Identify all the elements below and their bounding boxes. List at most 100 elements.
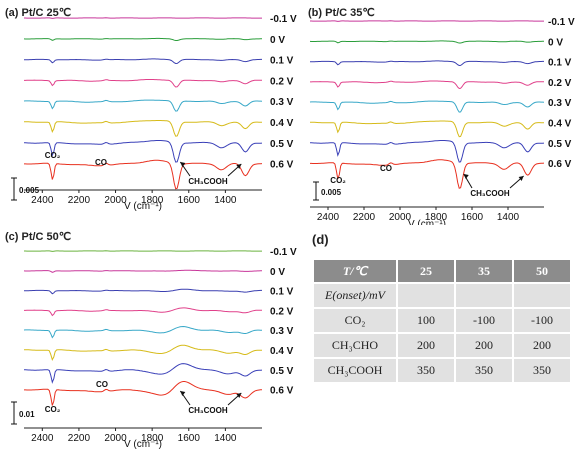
arrow-head	[236, 393, 242, 398]
co-label: CO	[95, 158, 107, 167]
spectrum-line	[309, 40, 544, 44]
table-header-row: T/℃ 25 35 50	[314, 260, 570, 282]
spectrum-line	[24, 288, 262, 295]
panel-title: (b) Pt/C 35℃	[308, 7, 375, 19]
potential-label: 0.1 V	[548, 58, 572, 69]
x-tick-label: 1400	[214, 433, 237, 444]
potential-label: -0.1 V	[270, 247, 297, 258]
spectrum-line	[23, 363, 263, 384]
x-tick-label: 2200	[68, 195, 91, 206]
x-tick-label: 2400	[31, 195, 54, 206]
x-axis-label: V (cm⁻¹)	[408, 219, 446, 225]
spectrum-line	[24, 381, 263, 406]
table-cell: 200	[398, 334, 454, 357]
acid-label: CH₃COOH	[470, 189, 509, 198]
potential-label: 0.5 V	[270, 366, 294, 377]
row-label: E(onset)/mV	[314, 284, 396, 307]
x-tick-label: 2400	[317, 212, 340, 223]
scale-bar-label: 0.005	[19, 186, 40, 195]
x-tick-label: 2400	[31, 433, 54, 444]
table-cell: -100	[456, 309, 512, 332]
spectrum-line	[24, 17, 262, 19]
spectra-plot: -0.1 V 0 V 0.1 V 0.2 V 0.3 V 0.4 V 0.5 V 0.6 V 2…	[11, 14, 297, 212]
potential-label: 0.5 V	[548, 139, 572, 150]
potential-label: 0.1 V	[270, 287, 294, 298]
spectrum-line	[24, 307, 262, 317]
table-row: CO₂ 100 -100 -100	[314, 309, 570, 332]
x-tick-label: 1800	[141, 433, 164, 444]
table-row: CH₃COOH 350 350 350	[314, 359, 570, 382]
potential-label: 0.1 V	[270, 56, 294, 67]
spectrum-line	[24, 344, 262, 362]
potential-label: 0 V	[270, 267, 285, 278]
table-row: CH₃CHO 200 200 200	[314, 334, 570, 357]
spectrum-line	[24, 120, 263, 137]
co2-label: CO₂	[330, 176, 346, 185]
spectrum-line	[309, 100, 545, 113]
table-cell	[514, 284, 570, 307]
potential-label: 0.6 V	[548, 159, 572, 170]
x-tick-label: 1600	[178, 433, 201, 444]
table-cell: 350	[514, 359, 570, 382]
potential-label: 0.2 V	[548, 78, 572, 89]
spectra-plot: -0.1 V 0 V 0.1 V 0.2 V 0.3 V 0.4 V 0.5 V 0.6 V 2…	[309, 17, 575, 225]
potential-label: 0.2 V	[270, 76, 294, 87]
potential-label: 0.3 V	[270, 326, 294, 337]
arrow-head	[236, 164, 242, 169]
potential-label: 0.5 V	[270, 139, 294, 150]
x-tick-label: 2000	[389, 212, 412, 223]
co2-label: CO₂	[45, 151, 61, 160]
potential-label: 0 V	[270, 35, 285, 46]
spectrum-line	[310, 60, 544, 67]
x-tick-label: 1800	[425, 212, 448, 223]
x-tick-label: 1400	[214, 195, 237, 206]
scale-bar-label: 0.005	[321, 188, 342, 197]
arrow-head	[180, 391, 186, 396]
spectrum-line	[310, 120, 545, 138]
acid-label: CH₃COOH	[188, 177, 227, 186]
spectrum-line	[23, 325, 262, 339]
co-label: CO	[380, 164, 392, 173]
table-row: E(onset)/mV	[314, 284, 570, 307]
spectrum-line	[23, 140, 263, 163]
potential-label: -0.1 V	[548, 17, 575, 28]
spectrum-line	[23, 37, 262, 41]
spectrum-line	[310, 20, 544, 22]
co2-label: CO₂	[45, 405, 61, 414]
potential-label: 0.4 V	[548, 119, 572, 130]
potential-label: 0.4 V	[270, 346, 294, 357]
x-axis-label: V (cm⁻¹)	[124, 439, 162, 450]
potential-label: 0.2 V	[270, 306, 294, 317]
panel-d-label: (d)	[312, 232, 329, 247]
acid-label: CH₃COOH	[188, 406, 227, 415]
x-tick-label: 2200	[68, 433, 91, 444]
row-label: CO₂	[314, 309, 396, 332]
spectrum-line	[23, 269, 262, 273]
spectrum-line	[24, 250, 262, 252]
header-cell: 25	[398, 260, 454, 282]
spectrum-line	[24, 58, 262, 65]
table-cell: 200	[456, 334, 512, 357]
table-cell	[456, 284, 512, 307]
spectrum-line	[24, 159, 263, 190]
table-cell: 350	[456, 359, 512, 382]
arrow-head	[180, 162, 186, 167]
potential-label: 0.6 V	[270, 160, 294, 171]
spectrum-line	[309, 140, 545, 163]
arrow-head	[518, 176, 524, 181]
row-label: CH₃CHO	[314, 334, 396, 357]
co-label: CO	[96, 380, 108, 389]
potential-label: 0.6 V	[270, 386, 294, 397]
x-tick-label: 1600	[178, 195, 201, 206]
potential-label: -0.1 V	[270, 14, 297, 25]
header-cell: 50	[514, 260, 570, 282]
spectrum-line	[24, 79, 262, 88]
x-axis-label: V (cm⁻¹)	[124, 201, 162, 212]
row-label: CH₃COOH	[314, 359, 396, 382]
header-cell: T/℃	[314, 260, 396, 282]
table-cell: 200	[514, 334, 570, 357]
panel-c: (c) Pt/C 50℃ -0.1 V 0 V 0.1 V 0.2 V 0.3 V 0.4…	[0, 228, 310, 454]
spectrum-line	[310, 159, 545, 189]
onset-table: T/℃ 25 35 50 E(onset)/mV CO₂ 100 -100 -1…	[312, 258, 572, 384]
table-cell: 100	[398, 309, 454, 332]
